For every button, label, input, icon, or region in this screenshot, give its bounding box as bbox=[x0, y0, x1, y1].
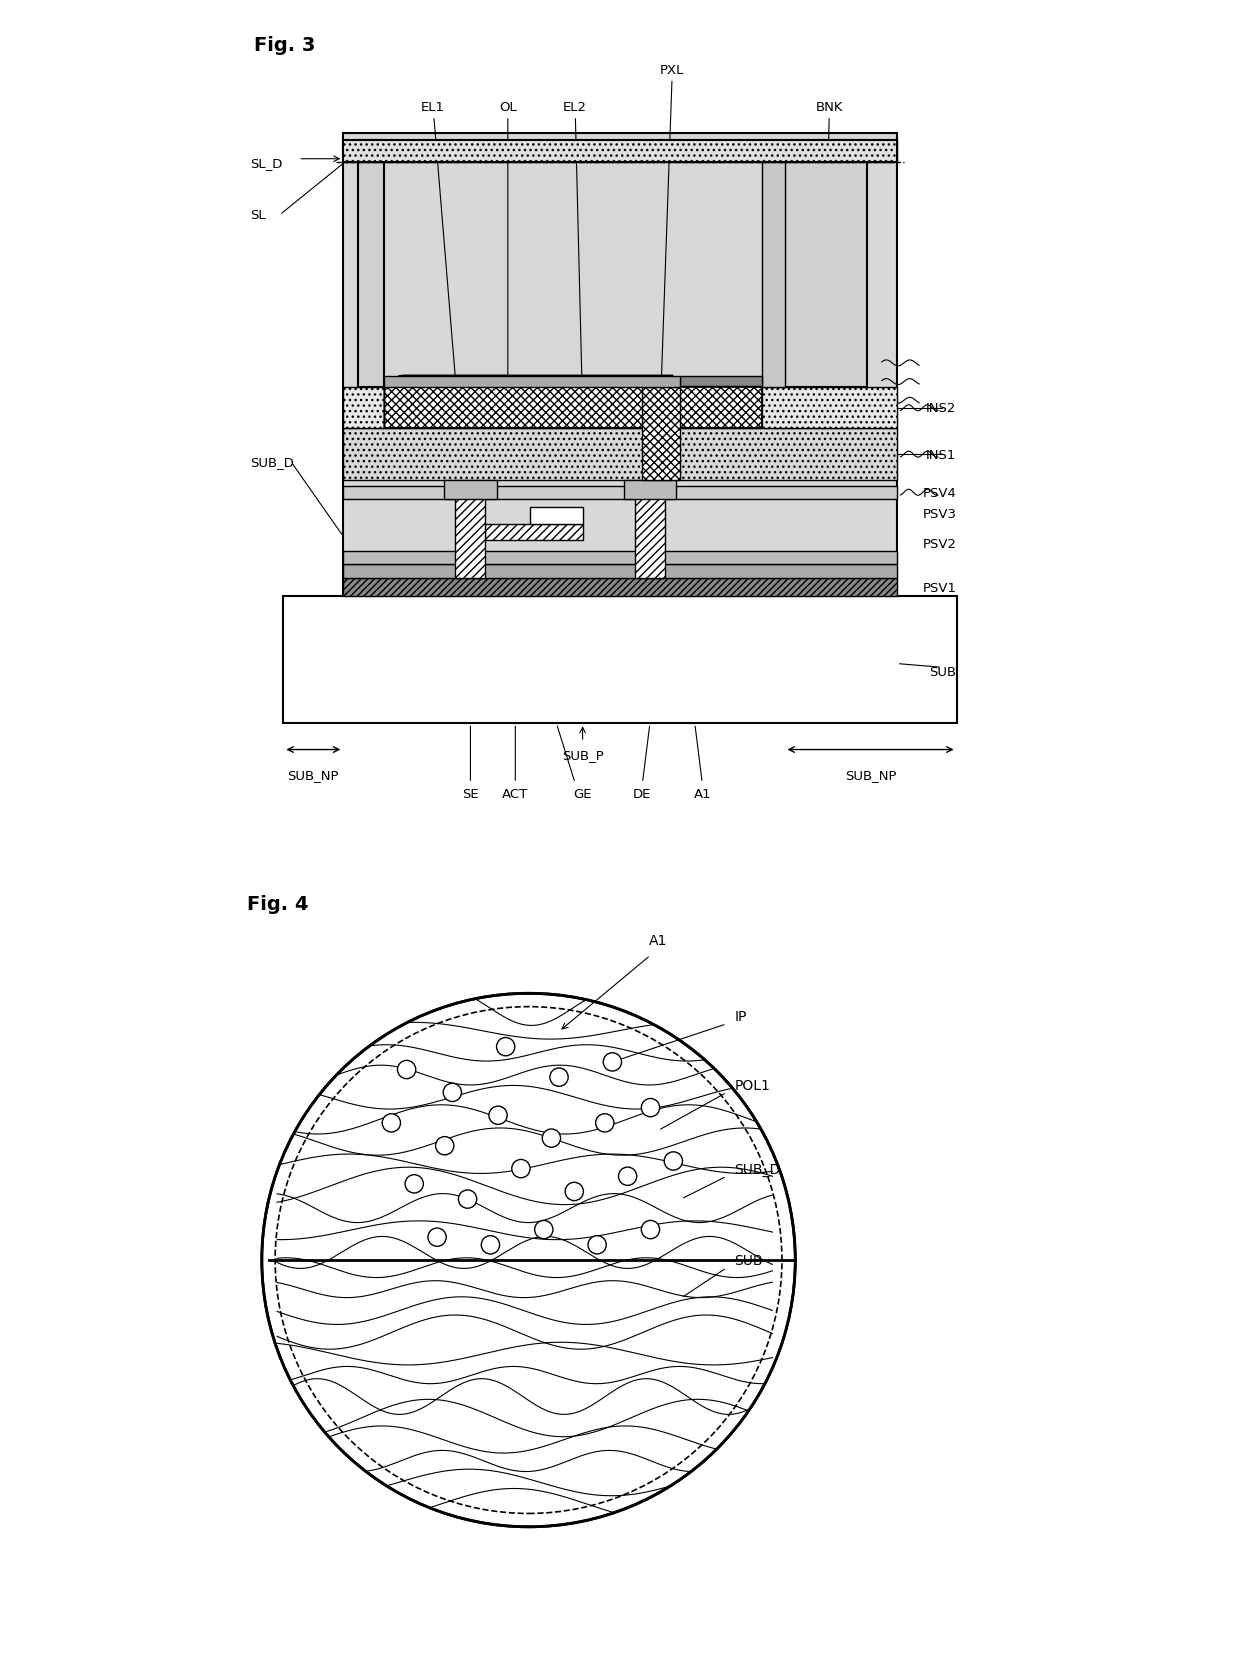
Circle shape bbox=[428, 1228, 446, 1246]
Circle shape bbox=[382, 1114, 401, 1132]
Text: PSV4: PSV4 bbox=[923, 487, 956, 500]
Bar bbox=[642, 387, 680, 482]
Bar bbox=[343, 578, 897, 597]
Text: Fig. 3: Fig. 3 bbox=[253, 36, 315, 55]
Circle shape bbox=[262, 993, 795, 1528]
Text: EL1: EL1 bbox=[422, 101, 455, 377]
Circle shape bbox=[496, 1038, 515, 1056]
Polygon shape bbox=[384, 376, 763, 429]
Circle shape bbox=[549, 1069, 568, 1087]
Circle shape bbox=[641, 1099, 660, 1117]
Text: SUB: SUB bbox=[734, 1253, 763, 1268]
Bar bbox=[343, 134, 897, 597]
Circle shape bbox=[595, 1114, 614, 1132]
Bar bbox=[343, 141, 897, 164]
Text: POL1: POL1 bbox=[734, 1077, 770, 1092]
Bar bbox=[343, 134, 897, 597]
Circle shape bbox=[665, 1152, 682, 1170]
Bar bbox=[343, 551, 897, 564]
Circle shape bbox=[435, 1137, 454, 1155]
Text: SUB_NP: SUB_NP bbox=[844, 770, 897, 781]
Circle shape bbox=[512, 1160, 529, 1178]
Text: SUB_D: SUB_D bbox=[734, 1162, 780, 1177]
Circle shape bbox=[443, 1084, 461, 1102]
Bar bbox=[485, 525, 583, 541]
Circle shape bbox=[565, 1183, 583, 1202]
Polygon shape bbox=[763, 141, 785, 387]
Text: SUB: SUB bbox=[930, 665, 956, 679]
Bar bbox=[531, 508, 583, 525]
Bar bbox=[635, 487, 665, 578]
Bar bbox=[343, 564, 897, 578]
Circle shape bbox=[459, 1190, 476, 1208]
Bar bbox=[343, 578, 897, 597]
Bar bbox=[284, 597, 956, 723]
Circle shape bbox=[489, 1107, 507, 1125]
Circle shape bbox=[542, 1129, 560, 1147]
Circle shape bbox=[619, 1167, 637, 1185]
Text: ACT: ACT bbox=[502, 788, 528, 801]
Text: PSV1: PSV1 bbox=[923, 581, 956, 594]
Bar bbox=[444, 482, 496, 500]
Text: OL: OL bbox=[498, 101, 517, 407]
Polygon shape bbox=[384, 376, 523, 387]
Bar bbox=[455, 487, 485, 578]
Text: GE: GE bbox=[573, 788, 591, 801]
Text: SL: SL bbox=[249, 209, 265, 222]
Polygon shape bbox=[680, 376, 763, 387]
Text: SL_D: SL_D bbox=[249, 157, 283, 170]
Circle shape bbox=[481, 1236, 500, 1254]
Text: BNK: BNK bbox=[816, 101, 843, 273]
Text: SUB_D: SUB_D bbox=[249, 455, 294, 468]
Bar bbox=[624, 482, 676, 500]
Polygon shape bbox=[358, 141, 384, 387]
Circle shape bbox=[398, 1061, 415, 1079]
Text: IP: IP bbox=[734, 1010, 746, 1023]
Circle shape bbox=[603, 1053, 621, 1071]
Text: EL2: EL2 bbox=[563, 101, 587, 407]
Text: DE: DE bbox=[634, 788, 652, 801]
Polygon shape bbox=[384, 376, 680, 387]
Circle shape bbox=[534, 1221, 553, 1240]
Circle shape bbox=[641, 1221, 660, 1240]
Bar bbox=[343, 387, 897, 429]
Text: PSV2: PSV2 bbox=[923, 538, 956, 551]
Text: SE: SE bbox=[463, 788, 479, 801]
Text: Fig. 4: Fig. 4 bbox=[247, 895, 308, 914]
Circle shape bbox=[405, 1175, 423, 1193]
Text: INS1: INS1 bbox=[926, 449, 956, 462]
Text: PXL: PXL bbox=[660, 63, 684, 386]
Text: A1: A1 bbox=[693, 788, 711, 801]
Circle shape bbox=[588, 1236, 606, 1254]
Text: SUB_P: SUB_P bbox=[562, 748, 604, 761]
Text: SUB_NP: SUB_NP bbox=[288, 770, 339, 781]
Bar bbox=[343, 487, 897, 500]
Polygon shape bbox=[785, 141, 867, 387]
Text: A1: A1 bbox=[649, 933, 667, 947]
Bar bbox=[343, 141, 897, 164]
Bar bbox=[343, 429, 897, 482]
Text: INS2: INS2 bbox=[926, 402, 956, 415]
Text: PSV3: PSV3 bbox=[923, 508, 956, 521]
